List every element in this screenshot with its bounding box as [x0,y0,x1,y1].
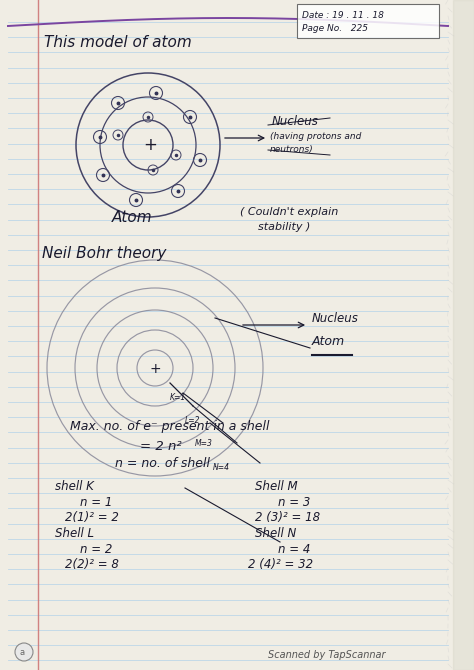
Text: Shell M: Shell M [255,480,298,493]
Text: N=4: N=4 [213,463,230,472]
Text: stability ): stability ) [258,222,310,232]
Text: Scanned by TapScannar: Scanned by TapScannar [268,650,385,660]
Text: 2(2)² = 8: 2(2)² = 8 [65,558,119,571]
Text: Page No.   225: Page No. 225 [302,24,368,33]
Text: n = 1: n = 1 [80,496,112,509]
Text: n = no. of shell .: n = no. of shell . [115,457,218,470]
Text: 2 (4)² = 32: 2 (4)² = 32 [248,558,313,571]
FancyBboxPatch shape [297,4,439,38]
Text: (having protons and: (having protons and [270,132,361,141]
Text: n = 2: n = 2 [80,543,112,556]
Text: Max. no. of e⁻ present in a shell: Max. no. of e⁻ present in a shell [70,420,270,433]
Text: a: a [20,648,25,657]
Text: ( Couldn't explain: ( Couldn't explain [240,207,338,217]
Text: 2 (3)² = 18: 2 (3)² = 18 [255,511,320,524]
Text: L=2: L=2 [185,416,201,425]
Text: n = 3: n = 3 [278,496,310,509]
Text: This model of atom: This model of atom [44,35,192,50]
Text: Shell L: Shell L [55,527,94,540]
Text: K=1: K=1 [170,393,186,402]
Text: +: + [150,362,162,376]
Text: shell K: shell K [55,480,94,493]
Text: Date : 19 . 11 . 18: Date : 19 . 11 . 18 [302,11,384,20]
Text: Atom: Atom [312,335,345,348]
Text: Neil Bohr theory: Neil Bohr theory [42,246,166,261]
Text: +: + [143,136,157,154]
Text: Shell N: Shell N [255,527,296,540]
Circle shape [15,643,33,661]
Text: n = 4: n = 4 [278,543,310,556]
Text: neutrons): neutrons) [270,145,314,154]
Text: Nucleus: Nucleus [312,312,359,325]
Text: Nucleus: Nucleus [272,115,319,128]
Text: M=3: M=3 [195,439,213,448]
Text: 2(1)² = 2: 2(1)² = 2 [65,511,119,524]
Text: = 2 n²: = 2 n² [140,440,182,453]
Text: Atom: Atom [112,210,153,225]
